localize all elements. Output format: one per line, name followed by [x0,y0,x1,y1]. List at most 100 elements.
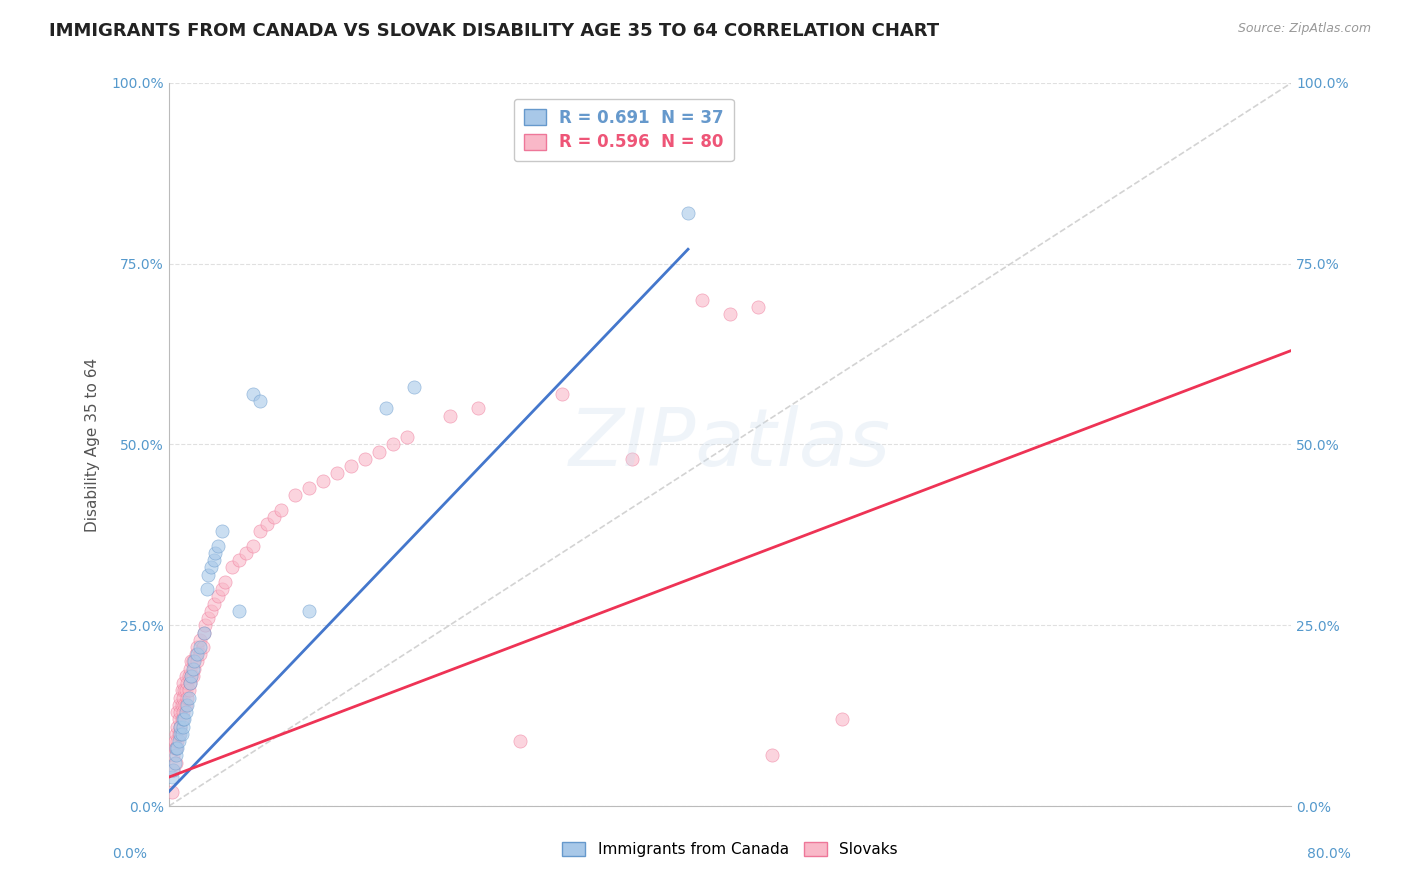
Point [188,640,211,654]
Point [179,676,201,690]
Point [169,705,191,719]
Point [200,560,222,574]
Point [256,516,278,531]
Point [169,719,191,733]
Point [551,387,574,401]
Point [169,690,191,705]
Point [193,625,215,640]
Point [165,748,187,763]
Point [214,574,236,589]
Point [207,590,229,604]
Point [177,669,200,683]
Point [298,481,321,495]
Point [186,655,208,669]
Point [172,705,194,719]
Point [228,553,250,567]
Point [228,604,250,618]
Point [221,560,243,574]
Point [163,756,186,770]
Point [180,669,202,683]
Point [211,582,233,596]
Point [180,655,202,669]
Point [718,307,741,321]
Point [165,741,187,756]
Point [181,655,204,669]
Point [676,206,699,220]
Point [396,430,419,444]
Point [197,567,219,582]
Point [382,437,405,451]
Point [172,676,194,690]
Point [270,502,292,516]
Point [176,690,198,705]
Point [166,741,188,756]
Point [162,763,184,777]
Point [186,647,208,661]
Point [167,727,190,741]
Text: ZIPatlas: ZIPatlas [569,406,891,483]
Point [169,727,191,741]
Point [174,698,197,712]
Point [163,741,186,756]
Point [326,467,349,481]
Point [179,676,201,690]
Point [354,452,377,467]
Point [188,632,211,647]
Point [200,604,222,618]
Point [162,748,184,763]
Point [170,727,193,741]
Point [176,676,198,690]
Legend: R = 0.691  N = 37, R = 0.596  N = 80: R = 0.691 N = 37, R = 0.596 N = 80 [515,98,734,161]
Point [340,459,363,474]
Point [467,401,489,416]
Point [169,719,191,733]
Point [172,712,194,726]
Point [249,524,271,539]
Point [263,509,285,524]
Point [170,683,193,698]
Point [195,582,218,596]
Point [186,640,208,654]
Point [509,734,531,748]
Point [439,409,461,423]
Point [170,698,193,712]
Point [211,524,233,539]
Point [181,662,204,676]
Point [174,683,197,698]
Point [181,669,204,683]
Point [177,683,200,698]
Point [188,647,211,661]
Point [173,683,195,698]
Point [167,712,190,726]
Point [183,655,205,669]
Text: IMMIGRANTS FROM CANADA VS SLOVAK DISABILITY AGE 35 TO 64 CORRELATION CHART: IMMIGRANTS FROM CANADA VS SLOVAK DISABIL… [49,22,939,40]
Point [831,712,853,726]
Point [197,611,219,625]
Point [183,662,205,676]
Point [160,770,183,784]
Point [165,727,187,741]
Point [172,719,194,733]
Point [242,387,264,401]
Point [761,748,783,763]
Point [620,452,643,467]
Point [375,401,398,416]
Point [180,669,202,683]
Point [368,444,391,458]
Point [207,539,229,553]
Point [162,763,184,777]
Point [172,690,194,705]
Point [404,379,426,393]
Point [184,647,207,661]
Point [176,698,198,712]
Point [204,546,226,560]
Point [167,698,190,712]
Text: 0.0%: 0.0% [112,847,146,861]
Point [235,546,257,560]
Text: 80.0%: 80.0% [1306,847,1351,861]
Y-axis label: Disability Age 35 to 64: Disability Age 35 to 64 [86,358,100,532]
Point [690,293,713,307]
Point [167,734,190,748]
Point [298,604,321,618]
Point [174,669,197,683]
